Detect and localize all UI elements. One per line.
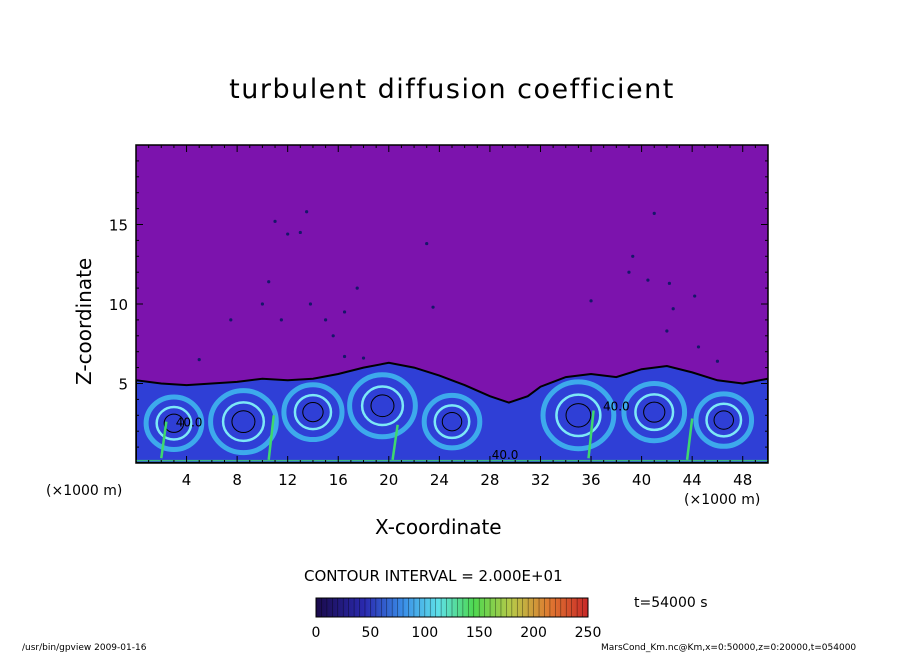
y-axis-label: Z-coordinate (72, 257, 96, 385)
x-tick-label: 8 (232, 471, 242, 489)
eddy-contour (370, 394, 395, 418)
x-tick-label: 12 (278, 471, 297, 489)
turbulence-blob (715, 359, 720, 363)
eddy-core (705, 402, 743, 438)
turbulence-blob (646, 278, 650, 282)
x-unit-label-right: (×1000 m) (684, 492, 761, 508)
x-tick-label: 16 (329, 471, 348, 489)
eddy-contour (163, 413, 185, 433)
x-tick-label: 4 (182, 471, 192, 489)
turbulence-blob (671, 307, 675, 311)
eddy-ring (347, 372, 418, 440)
eddy-ring (621, 381, 688, 444)
eddy-core (433, 404, 471, 440)
contour-label: 40.0 (603, 400, 630, 414)
turbulence-blob (331, 334, 335, 338)
x-tick-label: 20 (379, 471, 398, 489)
x-tick-label: 48 (733, 471, 752, 489)
turbulence-blob (298, 230, 302, 235)
colorbar-tick-label: 250 (575, 625, 602, 641)
y-tick-label: 15 (109, 217, 128, 235)
turbulence-blob (693, 294, 697, 298)
green-streak (160, 421, 168, 459)
turbulence-blob (229, 318, 233, 322)
turbulence-blob (197, 358, 201, 362)
turbulence-blob (305, 210, 309, 214)
turbulence-blob (652, 211, 656, 215)
contour-label: 40.0 (492, 448, 519, 462)
x-tick-label: 24 (430, 471, 449, 489)
footer-right: MarsCond_Km.nc@Km,x=0:50000,z=0:20000,t=… (601, 643, 857, 653)
x-tick-label: 32 (531, 471, 550, 489)
x-tick-label: 40 (632, 471, 651, 489)
x-tick-label: 44 (683, 471, 702, 489)
eddy-ring (693, 391, 755, 449)
field-layer: 40.0 40.0 40.0 (136, 145, 768, 463)
footer-left: /usr/bin/gpview 2009-01-16 (22, 643, 147, 653)
colorbar-tick-label: 200 (520, 625, 547, 641)
turbulence-blob (342, 310, 347, 314)
x-unit-label-left: (×1000 m) (46, 483, 123, 499)
green-streak (685, 418, 694, 460)
eddy-ring (281, 382, 345, 443)
turbulence-blob (308, 302, 313, 306)
eddy-contour (565, 403, 592, 428)
time-label: t=54000 s (634, 595, 708, 611)
eddy-core (360, 385, 405, 427)
colorbar-tick-label: 0 (312, 625, 321, 641)
turbulence-blob (631, 254, 635, 258)
chart-title: turbulent diffusion coefficient (229, 74, 675, 105)
green-streak (267, 415, 276, 460)
eddy-contour (713, 410, 734, 430)
contour-label: 40.0 (176, 415, 203, 429)
x-axis-label: X-coordinate (375, 515, 502, 539)
turbulence-blob (273, 219, 277, 223)
eddy-core (555, 393, 602, 438)
eddy-core (221, 401, 266, 443)
turbulence-blob (361, 356, 366, 360)
eddy-ring (143, 394, 205, 452)
eddy-ring (208, 388, 279, 456)
contour-interval-label: CONTOUR INTERVAL = 2.000E+01 (304, 567, 563, 585)
turbulence-blob (260, 302, 264, 306)
eddy-ring (540, 379, 617, 452)
turbulence-blob (627, 270, 631, 274)
turbulence-blob (267, 280, 271, 284)
turbulence-blob (425, 241, 429, 246)
colorbar-tick-label: 150 (466, 625, 493, 641)
turbulence-blob (279, 318, 283, 322)
colorbar-tick-label: 100 (411, 625, 438, 641)
eddy-contour (302, 402, 324, 423)
colorbar: 0 50 100 150 200 250 (312, 597, 602, 641)
turbulence-blob (342, 354, 347, 359)
green-streak (391, 424, 399, 460)
eddy-contour (441, 411, 463, 432)
turbulence-blob (589, 299, 593, 303)
eddy-contour (231, 410, 256, 434)
colorbar-tick-label: 50 (361, 625, 379, 641)
turbulence-blob (355, 286, 359, 290)
eddy-core (634, 393, 675, 432)
turbulence-blob (324, 318, 328, 322)
eddy-contour (643, 401, 666, 423)
turbulence-blob (286, 232, 290, 236)
y-tick-label: 5 (118, 376, 128, 394)
turbulence-blob (665, 329, 669, 333)
y-tick-label: 10 (109, 296, 128, 314)
turbulence-blob (431, 305, 435, 309)
eddy-core (155, 405, 193, 441)
turbulence-blob (667, 281, 672, 285)
x-tick-label: 28 (480, 471, 499, 489)
turbulence-blob (696, 345, 701, 349)
eddy-core (293, 393, 333, 431)
eddy-ring (421, 392, 483, 451)
green-streak (587, 410, 595, 459)
x-tick-label: 36 (581, 471, 600, 489)
